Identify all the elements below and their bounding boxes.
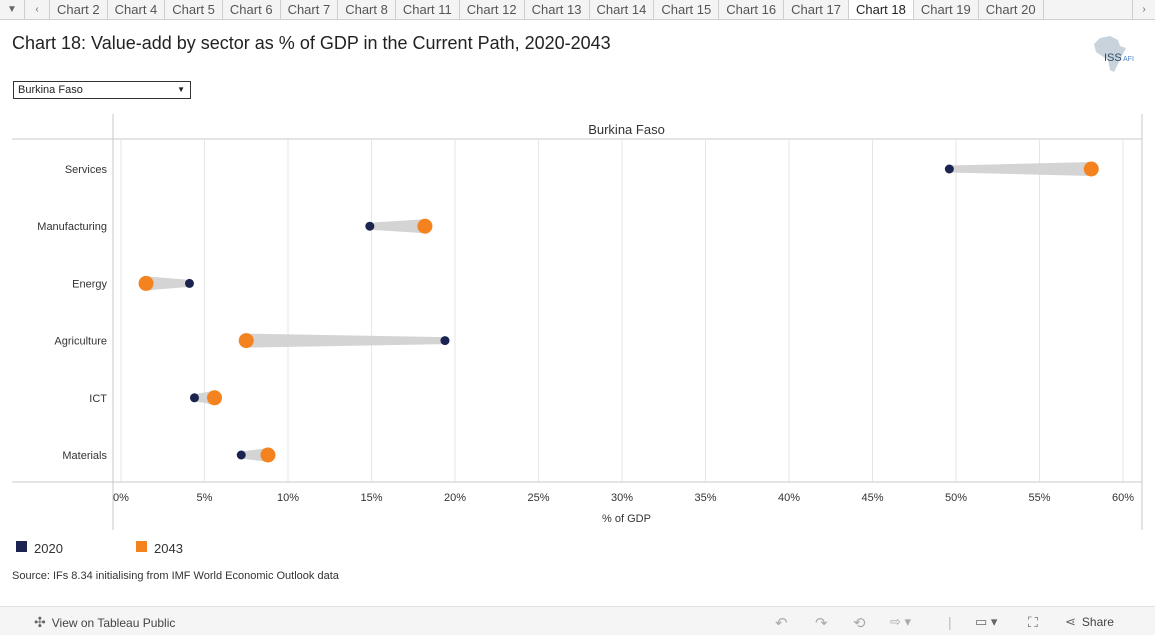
x-tick-label: 35% xyxy=(694,492,716,504)
tab-chart-6[interactable]: Chart 6 xyxy=(223,0,281,19)
point-2020[interactable] xyxy=(184,278,194,288)
revert-icon[interactable]: ⟲ xyxy=(853,615,866,632)
point-2043[interactable] xyxy=(417,218,433,234)
point-2020[interactable] xyxy=(236,450,246,460)
fullscreen-icon[interactable]: ⛶ xyxy=(1028,614,1038,630)
category-label: ICT xyxy=(89,393,107,405)
x-tick-label: 60% xyxy=(1112,492,1134,504)
panel-title: Burkina Faso xyxy=(588,122,665,137)
dumbbell-connector xyxy=(241,448,268,462)
point-2020[interactable] xyxy=(189,393,199,403)
chart-frame xyxy=(12,114,1143,530)
x-tick-label: 15% xyxy=(360,492,382,504)
x-tick-label: 0% xyxy=(113,492,129,504)
x-tick-label: 25% xyxy=(527,492,549,504)
legend-item-2043[interactable]: 2043 xyxy=(136,541,183,556)
chevron-right-icon[interactable]: › xyxy=(1132,0,1155,19)
view-on-tableau-label: View on Tableau Public xyxy=(51,615,176,630)
x-tick-label: 45% xyxy=(861,492,883,504)
tab-chart-13[interactable]: Chart 13 xyxy=(525,0,590,19)
tab-chart-7[interactable]: Chart 7 xyxy=(281,0,339,19)
share-label: Share xyxy=(1081,615,1114,629)
legend-item-2020[interactable]: 2020 xyxy=(16,541,63,556)
view-on-tableau-link[interactable]: ✣ View on Tableau Public xyxy=(34,614,175,631)
grid-lines xyxy=(120,140,1124,482)
category-label: Agriculture xyxy=(54,336,107,348)
legend-swatch-2020 xyxy=(16,541,27,552)
dumbbell-connector xyxy=(369,219,425,234)
share-button[interactable]: ⋖ Share xyxy=(1065,614,1114,630)
category-label: Services xyxy=(65,164,108,176)
x-tick-label: 20% xyxy=(444,492,466,504)
tab-chart-2[interactable]: Chart 2 xyxy=(50,0,108,19)
point-2043[interactable] xyxy=(260,447,276,463)
page-title: Chart 18: Value-add by sector as % of GD… xyxy=(12,33,611,53)
tableau-logo-icon: ✣ xyxy=(34,614,46,630)
dropdown-arrow-icon[interactable]: ▼ xyxy=(0,0,25,19)
x-tick-label: 30% xyxy=(611,492,633,504)
x-tick-label: 40% xyxy=(778,492,800,504)
redo-icon[interactable]: ↷ xyxy=(815,615,828,632)
refresh-icon[interactable]: ⇨ ▾ xyxy=(890,614,912,629)
dumbbell-connector xyxy=(949,162,1092,176)
dumbbell-connector xyxy=(146,276,190,291)
category-label: Materials xyxy=(62,450,107,462)
legend-label-2020: 2020 xyxy=(34,541,63,556)
x-tick-labels: 0% 5% 10% 15% 20% 25% 30% 35% 40% 45% 50% 55% 60% xyxy=(113,492,1134,504)
tab-chart-20[interactable]: Chart 20 xyxy=(979,0,1044,19)
chevron-down-icon: ▼ xyxy=(177,85,185,94)
undo-icon[interactable]: ↶ xyxy=(775,615,788,632)
tab-chart-12[interactable]: Chart 12 xyxy=(460,0,525,19)
tab-chart-15[interactable]: Chart 15 xyxy=(654,0,720,19)
point-2020[interactable] xyxy=(440,336,450,346)
tab-chart-11[interactable]: Chart 11 xyxy=(396,0,460,19)
category-label: Manufacturing xyxy=(37,221,107,233)
share-icon: ⋖ xyxy=(1065,614,1076,629)
x-tick-label: 55% xyxy=(1028,492,1050,504)
point-2043[interactable] xyxy=(207,390,223,406)
logo-sub-text: AFI xyxy=(1123,56,1134,63)
dumbbell-connector xyxy=(246,333,445,348)
iss-afi-logo: ISS AFI xyxy=(1088,34,1140,74)
tab-chart-17[interactable]: Chart 17 xyxy=(784,0,849,19)
country-select-value: Burkina Faso xyxy=(18,84,83,96)
point-2020[interactable] xyxy=(365,221,375,231)
tab-chart-5[interactable]: Chart 5 xyxy=(165,0,223,19)
chart-marks xyxy=(138,161,1099,463)
toolbar-divider: | xyxy=(948,614,952,630)
x-tick-label: 50% xyxy=(945,492,967,504)
download-icon[interactable]: ▭ ▾ xyxy=(975,614,998,629)
category-label: Energy xyxy=(72,278,107,290)
legend-swatch-2043 xyxy=(136,541,147,552)
point-2043[interactable] xyxy=(238,333,254,349)
tab-chart-8[interactable]: Chart 8 xyxy=(338,0,396,19)
category-labels: Services Manufacturing Energy Agriculture IC… xyxy=(37,164,107,462)
tab-chart-16[interactable]: Chart 16 xyxy=(719,0,785,19)
tableau-toolbar: ✣ View on Tableau Public ↶ ↷ ⟲ ⇨ ▾ | ▭ ▾… xyxy=(0,606,1155,635)
tab-chart-19[interactable]: Chart 19 xyxy=(914,0,979,19)
x-tick-label: 5% xyxy=(197,492,213,504)
point-2020[interactable] xyxy=(944,164,954,174)
legend-label-2043: 2043 xyxy=(154,541,183,556)
x-tick-label: 10% xyxy=(277,492,299,504)
tab-chart-14[interactable]: Chart 14 xyxy=(590,0,655,19)
x-axis-label: % of GDP xyxy=(602,513,651,525)
tab-chart-18[interactable]: Chart 18 xyxy=(849,0,914,19)
point-2043[interactable] xyxy=(138,275,154,291)
africa-map-icon xyxy=(1094,36,1126,72)
point-2043[interactable] xyxy=(1083,161,1099,177)
logo-text: ISS xyxy=(1104,52,1122,64)
tab-chart-4[interactable]: Chart 4 xyxy=(108,0,166,19)
country-select[interactable]: Burkina Faso ▼ xyxy=(13,81,191,99)
source-note: Source: IFs 8.34 initialising from IMF W… xyxy=(12,570,339,582)
chevron-left-icon[interactable]: ‹ xyxy=(25,0,50,19)
dumbbell-chart: Burkina Faso Services Manufacturing Energy… xyxy=(12,114,1143,530)
